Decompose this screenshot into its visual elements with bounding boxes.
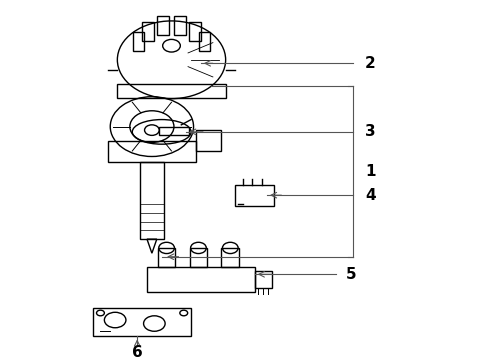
Bar [159,127,189,135]
Text: 2: 2 [365,56,376,71]
Text: 6: 6 [132,345,143,360]
Bar [189,22,201,41]
Bar [235,185,274,206]
Bar [198,32,210,51]
Bar [157,16,169,35]
Bar [174,16,186,35]
Text: 4: 4 [365,188,376,203]
Text: 5: 5 [345,267,356,282]
Bar [118,84,225,99]
Bar [142,22,154,41]
Bar [221,248,239,267]
Text: 1: 1 [365,164,375,179]
Text: 3: 3 [365,124,376,139]
Bar [147,267,255,292]
Bar [255,271,272,288]
Bar [108,141,196,162]
Bar [190,248,207,267]
Bar [133,32,145,51]
Bar [196,130,220,151]
Bar [140,162,164,239]
Bar [158,248,175,267]
Bar [93,308,191,336]
